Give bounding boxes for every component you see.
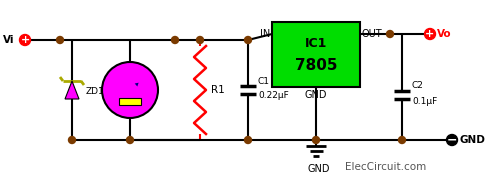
Text: GND: GND	[308, 164, 330, 174]
Polygon shape	[134, 83, 138, 86]
Circle shape	[446, 135, 458, 146]
Circle shape	[68, 136, 75, 143]
Text: ZD1: ZD1	[86, 88, 105, 97]
Text: ElecCircuit.com: ElecCircuit.com	[345, 162, 426, 172]
Text: 0.1μF: 0.1μF	[412, 97, 437, 105]
Text: C1: C1	[258, 77, 270, 86]
Circle shape	[196, 36, 203, 44]
Circle shape	[172, 36, 178, 44]
Text: C2: C2	[412, 82, 424, 90]
FancyBboxPatch shape	[272, 22, 360, 87]
Circle shape	[20, 35, 30, 45]
Text: OUT: OUT	[362, 29, 382, 39]
Polygon shape	[65, 81, 79, 99]
Text: −: −	[447, 134, 457, 146]
Text: 7805: 7805	[295, 58, 337, 73]
Text: IC1: IC1	[305, 37, 327, 50]
Text: R1: R1	[211, 85, 225, 95]
Text: Vo: Vo	[437, 29, 452, 39]
Text: Vi: Vi	[3, 35, 14, 45]
Circle shape	[56, 36, 64, 44]
Circle shape	[102, 62, 158, 118]
Circle shape	[244, 36, 252, 44]
Circle shape	[312, 136, 320, 143]
Circle shape	[126, 136, 134, 143]
Circle shape	[244, 136, 252, 143]
Circle shape	[398, 136, 406, 143]
Text: GND: GND	[460, 135, 486, 145]
Text: GND: GND	[305, 90, 327, 100]
Text: +: +	[426, 29, 434, 39]
Text: 0.22μF: 0.22μF	[258, 92, 289, 101]
Circle shape	[424, 28, 436, 40]
Text: IN: IN	[260, 29, 270, 39]
Bar	[119, 98, 141, 105]
Text: +: +	[20, 35, 30, 45]
Circle shape	[386, 31, 394, 37]
